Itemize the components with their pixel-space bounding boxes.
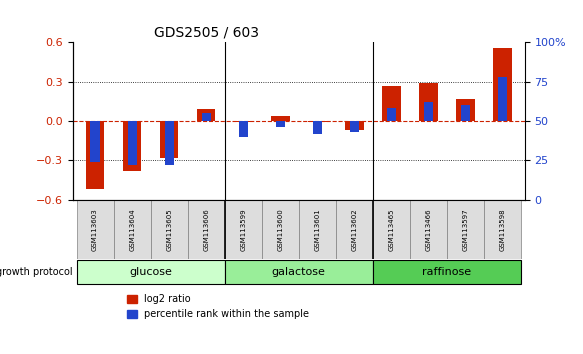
FancyBboxPatch shape bbox=[188, 200, 224, 258]
Bar bbox=[86, 121, 104, 189]
Text: GSM113598: GSM113598 bbox=[500, 209, 505, 251]
FancyBboxPatch shape bbox=[447, 200, 484, 258]
Text: GSM113600: GSM113600 bbox=[278, 209, 283, 251]
Bar bbox=[498, 77, 507, 121]
Bar bbox=[160, 121, 178, 158]
FancyBboxPatch shape bbox=[114, 200, 150, 258]
Bar bbox=[424, 102, 433, 121]
FancyBboxPatch shape bbox=[336, 200, 373, 258]
FancyBboxPatch shape bbox=[299, 200, 336, 258]
Text: GSM113602: GSM113602 bbox=[352, 209, 357, 251]
FancyBboxPatch shape bbox=[224, 260, 373, 284]
Bar bbox=[387, 108, 396, 121]
Bar bbox=[271, 116, 290, 121]
FancyBboxPatch shape bbox=[224, 200, 262, 258]
Bar bbox=[90, 121, 100, 162]
Bar bbox=[461, 105, 470, 121]
Bar bbox=[350, 121, 359, 132]
Text: GSM113466: GSM113466 bbox=[426, 209, 431, 251]
Bar bbox=[345, 121, 364, 130]
Bar bbox=[456, 99, 475, 121]
Bar bbox=[197, 109, 216, 121]
FancyBboxPatch shape bbox=[373, 260, 521, 284]
Text: GSM113465: GSM113465 bbox=[388, 209, 394, 251]
Bar bbox=[382, 86, 401, 121]
Text: GSM113604: GSM113604 bbox=[129, 209, 135, 251]
Bar bbox=[202, 113, 211, 121]
FancyBboxPatch shape bbox=[410, 200, 447, 258]
Bar bbox=[128, 121, 137, 165]
Legend: log2 ratio, percentile rank within the sample: log2 ratio, percentile rank within the s… bbox=[123, 290, 313, 323]
Bar bbox=[308, 121, 326, 122]
Bar bbox=[123, 121, 142, 171]
Text: glucose: glucose bbox=[129, 267, 172, 277]
Text: growth protocol: growth protocol bbox=[0, 267, 73, 277]
Text: GSM113606: GSM113606 bbox=[203, 209, 209, 251]
Text: raffinose: raffinose bbox=[422, 267, 472, 277]
Bar bbox=[493, 48, 512, 121]
Text: GSM113597: GSM113597 bbox=[462, 209, 469, 251]
Bar bbox=[312, 121, 322, 133]
Text: GSM113599: GSM113599 bbox=[240, 209, 246, 251]
Text: GSM113601: GSM113601 bbox=[314, 209, 320, 251]
Text: GSM113605: GSM113605 bbox=[166, 209, 172, 251]
Text: GDS2505 / 603: GDS2505 / 603 bbox=[154, 26, 259, 40]
Bar bbox=[164, 121, 174, 165]
FancyBboxPatch shape bbox=[373, 200, 410, 258]
FancyBboxPatch shape bbox=[484, 200, 521, 258]
Bar bbox=[276, 121, 285, 127]
Text: GSM113603: GSM113603 bbox=[92, 209, 98, 251]
FancyBboxPatch shape bbox=[76, 260, 224, 284]
Bar bbox=[238, 121, 248, 137]
Bar bbox=[234, 121, 252, 122]
Bar bbox=[419, 83, 438, 121]
FancyBboxPatch shape bbox=[76, 200, 114, 258]
FancyBboxPatch shape bbox=[262, 200, 299, 258]
Text: galactose: galactose bbox=[272, 267, 326, 277]
FancyBboxPatch shape bbox=[150, 200, 188, 258]
